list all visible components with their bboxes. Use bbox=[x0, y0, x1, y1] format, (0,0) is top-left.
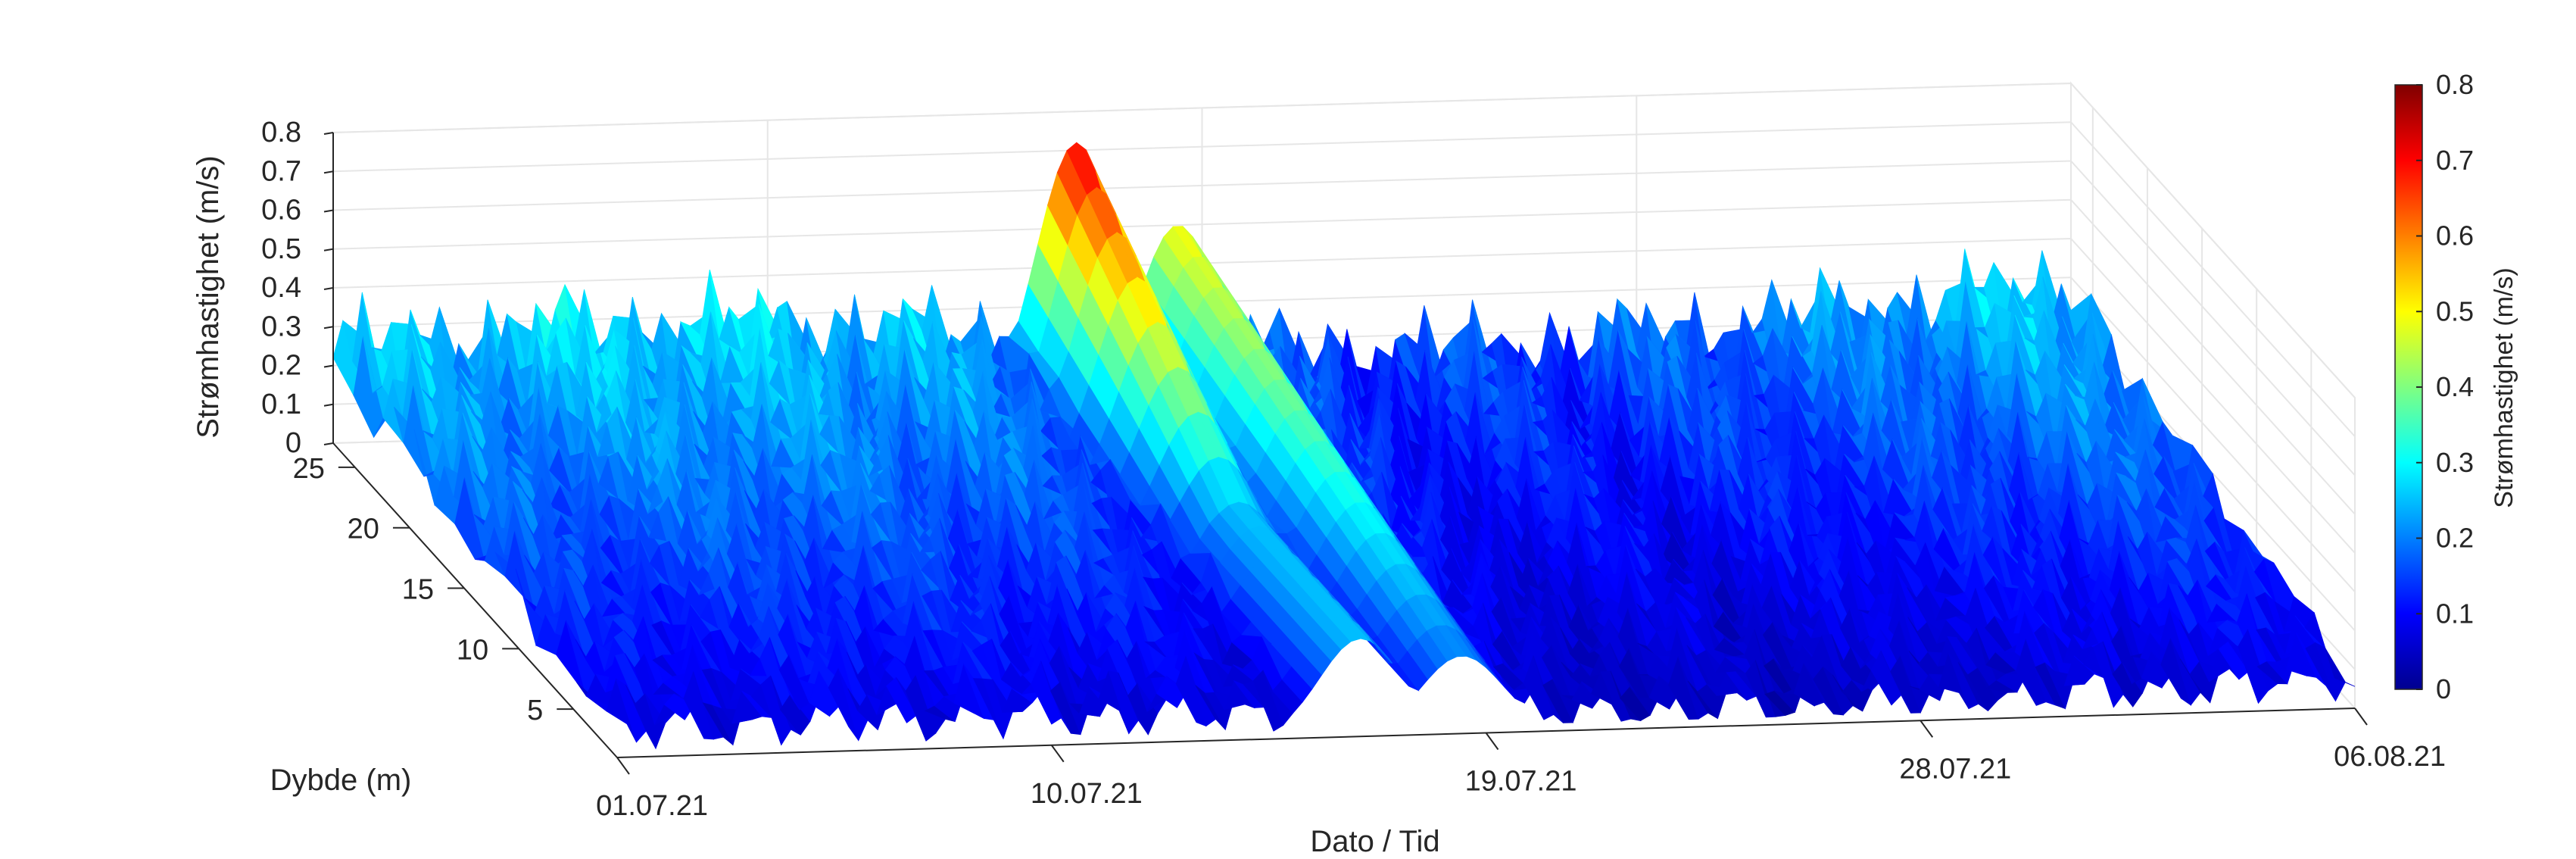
colorbar-ticks: 0 0.1 0.2 0.3 0.4 0.5 0.6 0.7 0.8 bbox=[2416, 69, 2474, 704]
x-tick bbox=[2354, 708, 2368, 726]
colorbar-tick-label: 0 bbox=[2436, 673, 2451, 704]
colorbar-tick-label: 0.7 bbox=[2436, 145, 2474, 176]
z-tick-label: 0.6 bbox=[261, 195, 301, 226]
z-tick-label: 0.4 bbox=[261, 272, 301, 304]
z-tick bbox=[323, 287, 334, 290]
colorbar-tick-label: 0.5 bbox=[2436, 295, 2474, 326]
y-axis-line bbox=[332, 442, 618, 758]
z-tick-label: 0.1 bbox=[261, 389, 301, 420]
x-tick bbox=[616, 757, 630, 775]
z-tick bbox=[323, 248, 334, 251]
x-tick bbox=[1050, 745, 1065, 763]
z-tick bbox=[323, 364, 334, 368]
y-axis-label: Dybde (m) bbox=[270, 764, 412, 797]
z-tick-label: 0.7 bbox=[261, 155, 301, 187]
x-tick bbox=[1485, 732, 1499, 751]
y-tick-label: 15 bbox=[402, 574, 434, 606]
y-tick-label: 5 bbox=[527, 695, 543, 726]
colorbar-tick-label: 0.6 bbox=[2436, 220, 2474, 251]
z-tick-label: 0.8 bbox=[261, 117, 301, 148]
z-tick bbox=[323, 326, 334, 330]
colorbar: 0 0.1 0.2 0.3 0.4 0.5 0.6 0.7 0.8 Strømhastighet… bbox=[2394, 69, 2518, 704]
z-axis-label: Strømhastighet (m/s) bbox=[192, 155, 225, 438]
x-tick-label: 01.07.21 bbox=[596, 790, 708, 822]
colorbar-label: Strømhastighet (m/s) bbox=[2490, 267, 2518, 508]
colorbar-tick-label: 0.4 bbox=[2436, 371, 2474, 402]
x-axis-label: Dato / Tid bbox=[1310, 825, 1439, 858]
z-tick-label: 0.5 bbox=[261, 233, 301, 265]
x-tick-label: 10.07.21 bbox=[1031, 778, 1143, 810]
z-tick-label: 0 bbox=[285, 427, 301, 459]
z-tick bbox=[323, 209, 334, 213]
z-tick-label: 0.3 bbox=[261, 311, 301, 342]
colorbar-tick-label: 0.1 bbox=[2436, 598, 2474, 629]
colorbar-tick-label: 0.8 bbox=[2436, 69, 2474, 100]
x-tick-label: 28.07.21 bbox=[1899, 753, 2011, 785]
surface-patch bbox=[2325, 647, 2356, 687]
z-tick bbox=[323, 442, 334, 445]
z-tick bbox=[323, 170, 334, 174]
x-tick-label: 06.08.21 bbox=[2334, 741, 2446, 773]
colorbar-tick-label: 0.2 bbox=[2436, 523, 2474, 554]
y-tick-label: 20 bbox=[348, 514, 379, 545]
z-tick bbox=[323, 132, 334, 135]
x-tick-label: 19.07.21 bbox=[1465, 766, 1577, 798]
x-tick bbox=[1920, 720, 1934, 738]
axis-ticks: 0 0.1 0.2 0.3 0.4 0.5 0.6 0.7 0.8 5 10 15 20 25 01.07.… bbox=[261, 117, 2446, 822]
z-tick bbox=[323, 403, 334, 407]
surface-plot bbox=[332, 142, 2356, 750]
colorbar-tick-label: 0.3 bbox=[2436, 447, 2474, 478]
z-tick-label: 0.2 bbox=[261, 350, 301, 382]
y-tick-label: 25 bbox=[293, 453, 325, 485]
y-tick-label: 10 bbox=[457, 634, 488, 666]
